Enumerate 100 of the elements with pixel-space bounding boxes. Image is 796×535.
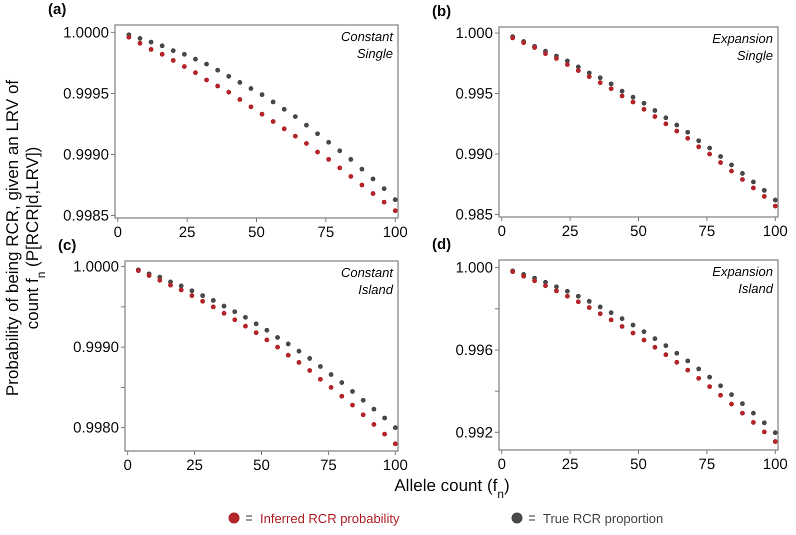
point [608, 318, 614, 322]
point [204, 62, 209, 66]
point [286, 342, 291, 346]
point [193, 70, 198, 76]
point [200, 298, 206, 304]
point [307, 368, 312, 373]
point [663, 121, 668, 126]
point [296, 360, 302, 365]
point [370, 191, 376, 196]
x-tick-label: 100 [762, 223, 788, 240]
point [729, 402, 734, 406]
x-tick-label: 0 [498, 223, 506, 240]
point [750, 180, 756, 184]
point [718, 383, 723, 388]
point [543, 51, 548, 56]
point [750, 410, 756, 416]
text: (d) [432, 236, 452, 253]
point [264, 328, 270, 333]
y-tick-label: 1.0000 [73, 258, 119, 276]
annotation: Expansion [712, 31, 773, 46]
point [685, 368, 690, 373]
point [348, 156, 354, 162]
point [193, 56, 198, 62]
point [564, 294, 570, 299]
annotation: Island [738, 281, 774, 296]
point [696, 376, 702, 381]
text: True RCR proportion [543, 511, 664, 526]
annotation: Constant [340, 29, 394, 44]
point [382, 432, 388, 436]
x-tick-label: 100 [382, 224, 408, 241]
point [620, 94, 624, 98]
point [254, 321, 259, 326]
point [178, 284, 184, 288]
x-tick-label: 0 [114, 224, 122, 241]
point [750, 420, 756, 425]
x-tick-label: 50 [248, 224, 265, 241]
point [608, 86, 614, 92]
point [576, 294, 581, 299]
point [286, 352, 291, 358]
x-tick-label: 75 [318, 224, 334, 241]
point [382, 200, 387, 205]
x-tick-label: 25 [562, 223, 578, 240]
point [254, 330, 259, 336]
point [282, 126, 287, 132]
x-axis-title: Allele count (f$_{n}$) [394, 476, 510, 501]
point [586, 298, 592, 304]
point [740, 177, 745, 182]
point [586, 74, 592, 80]
point [762, 429, 767, 434]
point [674, 122, 680, 128]
point [318, 376, 323, 382]
point [190, 293, 194, 298]
point [652, 114, 658, 119]
point [170, 48, 176, 54]
point [160, 52, 165, 57]
x-tick-label: 75 [320, 457, 337, 474]
point [339, 394, 344, 399]
point [564, 62, 570, 67]
annotation: Single [356, 46, 393, 61]
point [772, 204, 778, 209]
point [652, 336, 658, 342]
x-tick-label: 50 [630, 456, 647, 473]
point [372, 406, 376, 412]
point [370, 176, 376, 182]
point [148, 47, 154, 52]
x-tick-label: 100 [762, 456, 788, 473]
point [598, 80, 603, 86]
point [532, 278, 537, 284]
y-tick-label: 1.000 [455, 25, 493, 42]
point [630, 330, 636, 336]
point [598, 304, 603, 310]
point [576, 299, 581, 304]
point [296, 348, 302, 354]
point [307, 356, 312, 361]
point [215, 84, 220, 88]
y-tick-label: 0.985 [455, 206, 493, 224]
point [318, 364, 323, 369]
point [554, 56, 559, 61]
point [337, 166, 342, 170]
y-tick-label: 0.9990 [63, 146, 109, 164]
point [707, 384, 712, 389]
point [222, 304, 226, 308]
point [674, 350, 680, 356]
point [762, 194, 767, 199]
point [642, 100, 646, 106]
x-tick-label: 25 [186, 457, 203, 474]
point [260, 112, 264, 117]
y-tick-label: 1.000 [455, 260, 493, 277]
point [576, 68, 581, 73]
point [620, 324, 624, 329]
point [663, 352, 668, 358]
point [348, 174, 354, 179]
point [270, 100, 276, 104]
point [339, 380, 344, 385]
point [620, 88, 624, 94]
x-tick-label: 25 [178, 224, 196, 241]
point [392, 197, 398, 202]
point [554, 284, 559, 290]
point [160, 43, 165, 48]
point [740, 401, 745, 406]
